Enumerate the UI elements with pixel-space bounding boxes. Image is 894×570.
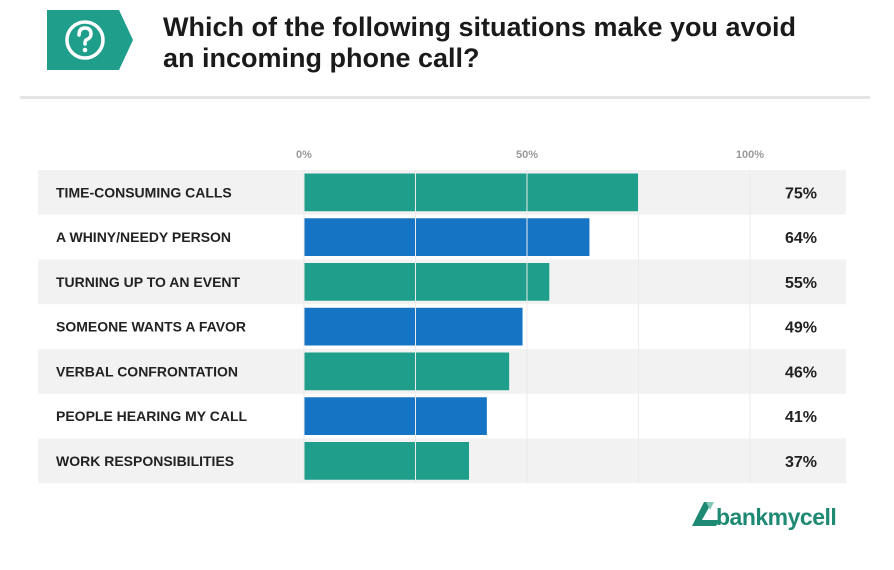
bar [304, 218, 590, 256]
title-line-2: an incoming phone call? [163, 43, 480, 73]
value-label: 75% [785, 185, 817, 202]
value-labels: 75% 64% 55% 49% 46% 41% 37% [785, 185, 817, 471]
title-line-1: Which of the following situations make y… [163, 12, 797, 42]
bankmycell-logo-icon [692, 502, 720, 526]
question-badge [47, 10, 133, 75]
bar [304, 263, 550, 301]
value-label: 49% [785, 320, 817, 337]
category-label: TURNING UP TO AN EVENT [56, 274, 241, 290]
badge-shape [47, 10, 133, 70]
value-label: 46% [785, 364, 817, 381]
bars [304, 173, 639, 480]
question-icon [65, 20, 105, 60]
bar [304, 442, 470, 480]
bar [304, 397, 487, 435]
bar [304, 352, 510, 391]
category-label: SOMEONE WANTS A FAVOR [56, 319, 246, 335]
tick-labels: 0% 50% 100% [296, 149, 764, 161]
category-label: WORK RESPONSIBILITIES [56, 453, 234, 469]
value-label: 55% [785, 275, 817, 292]
tick-label: 0% [296, 149, 312, 161]
value-label: 41% [785, 409, 817, 426]
bar [304, 173, 639, 212]
header-divider [20, 96, 870, 99]
category-label: PEOPLE HEARING MY CALL [56, 408, 248, 424]
value-label: 37% [785, 454, 817, 471]
tick-label: 100% [736, 149, 764, 161]
tick-label: 50% [516, 149, 538, 161]
page-title: Which of the following situations make y… [163, 12, 863, 74]
value-label: 64% [785, 230, 817, 247]
category-label: A WHINY/NEEDY PERSON [56, 229, 231, 245]
bar [304, 307, 523, 346]
category-labels: TIME-CONSUMING CALLS A WHINY/NEEDY PERSON… [56, 184, 248, 469]
bankmycell-logo: bankmycell [690, 498, 837, 535]
gridlines [303, 170, 751, 484]
category-label: VERBAL CONFRONTATION [56, 363, 238, 379]
logo-text: bankmycell [716, 504, 837, 530]
category-label: TIME-CONSUMING CALLS [56, 184, 232, 200]
